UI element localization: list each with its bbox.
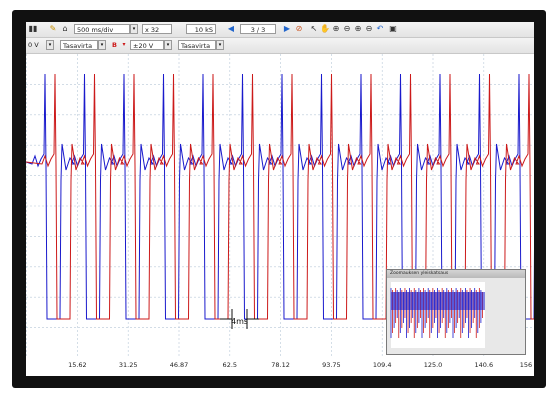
timebase-dropdown[interactable]: ▾ bbox=[130, 24, 138, 34]
main-toolbar: ▮▮ ✎ ⌂ 500 ms/div ▾ x 32 10 kS ◀ 3 / 3 ▶… bbox=[26, 22, 534, 38]
capture-counter[interactable]: 3 / 3 bbox=[240, 24, 276, 34]
channel-b-settings-icon[interactable]: ▾ bbox=[122, 41, 126, 48]
channel-b-label: B bbox=[112, 41, 117, 49]
x-tick-label: 78.12 bbox=[271, 361, 290, 369]
zoom-out-icon[interactable]: ⊖ bbox=[343, 24, 351, 33]
bar-chart-icon[interactable]: ▮▮ bbox=[28, 24, 38, 33]
x-tick-label: 15.62 bbox=[68, 361, 87, 369]
channel-b-trace bbox=[26, 73, 534, 320]
channel-a-range-dropdown[interactable]: ▾ bbox=[46, 40, 54, 50]
channel-a-coupling-dropdown[interactable]: ▾ bbox=[98, 40, 106, 50]
time-annotation-label: 4ms bbox=[231, 317, 249, 326]
zoom-area-icon[interactable]: ⊕ bbox=[354, 24, 362, 33]
zoom-select[interactable]: x 32 bbox=[142, 24, 172, 34]
overview-view-band bbox=[391, 292, 485, 310]
x-tick-label: 93.75 bbox=[322, 361, 341, 369]
zoom-fit-icon[interactable]: ⊖ bbox=[365, 24, 373, 33]
overview-chart bbox=[390, 282, 485, 348]
x-tick-label: 31.25 bbox=[118, 361, 138, 369]
x-tick-label: 46.87 bbox=[169, 361, 189, 369]
channel-b-coupling-dropdown[interactable]: ▾ bbox=[216, 40, 224, 50]
zoom-in-icon[interactable]: ⊕ bbox=[332, 24, 340, 33]
channel-a-trace bbox=[26, 73, 534, 320]
oscilloscope-window: ▮▮ ✎ ⌂ 500 ms/div ▾ x 32 10 kS ◀ 3 / 3 ▶… bbox=[26, 22, 534, 376]
undo-zoom-icon[interactable]: ↶ bbox=[376, 24, 384, 33]
x-tick-label: 125.0 bbox=[423, 361, 443, 369]
channel-b-range[interactable]: ±20 V bbox=[130, 40, 164, 50]
x-tick-label: 156 bbox=[519, 361, 533, 369]
home-icon[interactable]: ⌂ bbox=[62, 24, 68, 33]
next-capture-icon[interactable]: ▶ bbox=[283, 24, 291, 33]
zoom-overview-title: Zoomauksen yleiskatsaus bbox=[387, 270, 525, 278]
stop-icon[interactable]: ⊘ bbox=[295, 24, 303, 33]
zoom-overview-icon[interactable]: ▣ bbox=[389, 24, 397, 33]
x-tick-label: 62.5 bbox=[222, 361, 238, 369]
wand-icon[interactable]: ✎ bbox=[49, 24, 57, 33]
channel-a-range[interactable]: 0 V bbox=[28, 41, 39, 49]
hand-icon[interactable]: ✋ bbox=[320, 24, 330, 33]
timebase-select[interactable]: 500 ms/div bbox=[74, 24, 130, 34]
pointer-icon[interactable]: ↖ bbox=[310, 24, 318, 33]
x-axis: 15.62 31.25 46.87 62.5 78.12 93.75 109.4 125.0 1… bbox=[26, 358, 534, 376]
time-annotation-markers bbox=[220, 309, 259, 329]
channel-b-range-dropdown[interactable]: ▾ bbox=[164, 40, 172, 50]
zoom-overview-panel[interactable]: Zoomauksen yleiskatsaus bbox=[386, 269, 526, 355]
channel-toolbar: 0 V ▾ Tasavirta ▾ B ▾ ±20 V ▾ Tasavirta … bbox=[26, 38, 534, 54]
channel-b-coupling[interactable]: Tasavirta bbox=[178, 40, 216, 50]
samples-select[interactable]: 10 kS bbox=[186, 24, 216, 34]
x-tick-label: 109.4 bbox=[372, 361, 392, 369]
previous-capture-icon[interactable]: ◀ bbox=[227, 24, 235, 33]
channel-a-coupling[interactable]: Tasavirta bbox=[60, 40, 98, 50]
x-tick-label: 140.6 bbox=[474, 361, 494, 369]
